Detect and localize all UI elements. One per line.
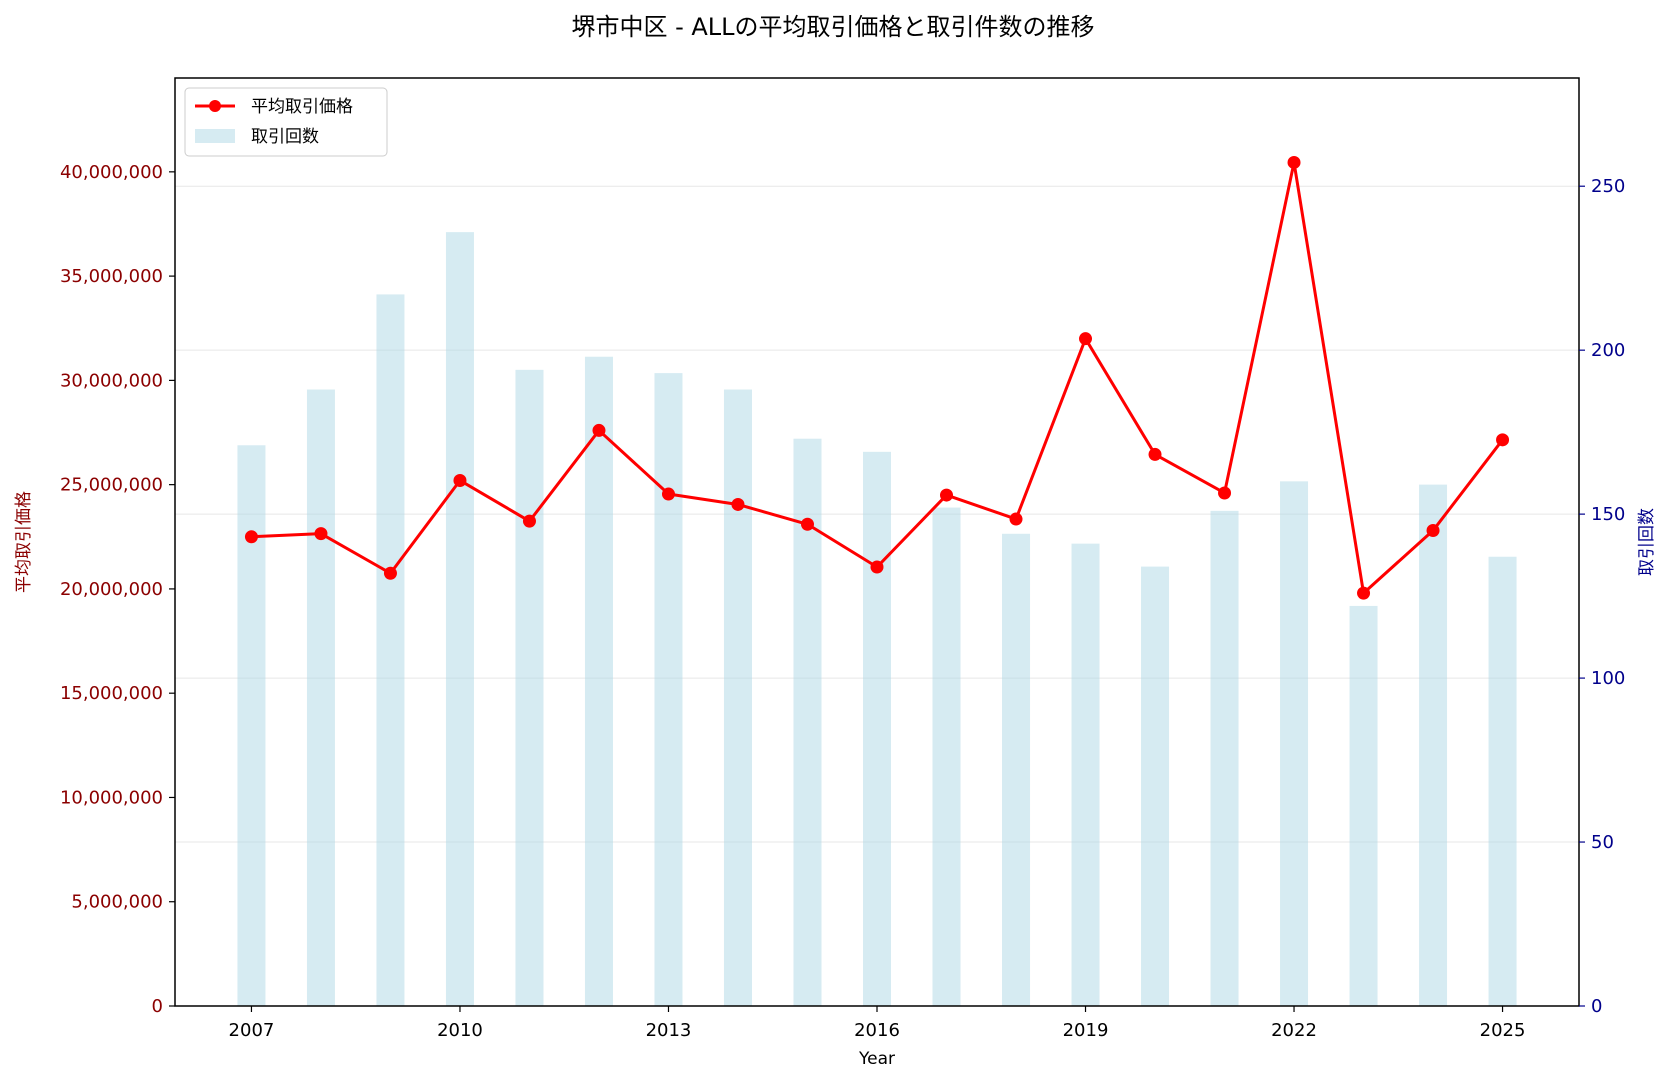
x-tick-label-2025: 2025 bbox=[1480, 1020, 1526, 1041]
price-point-2016 bbox=[870, 560, 884, 574]
x-tick-label-2007: 2007 bbox=[229, 1020, 275, 1041]
price-point-2018 bbox=[1009, 512, 1023, 526]
bar-2009 bbox=[376, 294, 405, 1006]
legend-frame bbox=[184, 87, 388, 157]
legend-label-count: 取引回数 bbox=[251, 127, 319, 147]
bar-2018 bbox=[1002, 533, 1031, 1006]
y-axis-right-label: 取引回数 bbox=[1637, 508, 1657, 576]
y-right-tick-label-200: 200 bbox=[1591, 340, 1625, 361]
bar-2024 bbox=[1419, 484, 1448, 1006]
price-point-2025 bbox=[1496, 433, 1510, 447]
price-point-2024 bbox=[1426, 524, 1440, 538]
bar-2016 bbox=[863, 451, 891, 1006]
price-point-2020 bbox=[1148, 447, 1162, 461]
x-tick-label-2016: 2016 bbox=[854, 1020, 900, 1041]
y-right-tick-label-0: 0 bbox=[1591, 996, 1602, 1017]
y-axis-left-label: 平均取引価格 bbox=[14, 491, 34, 593]
bar-2011 bbox=[515, 369, 544, 1007]
bar-2008 bbox=[306, 389, 335, 1007]
price-point-2013 bbox=[661, 487, 675, 501]
bar-layer bbox=[237, 232, 1517, 1007]
bar-2021 bbox=[1210, 510, 1239, 1006]
price-point-2023 bbox=[1357, 586, 1371, 600]
y-left-tick-label-10,000,000: 10,000,000 bbox=[60, 787, 163, 808]
axis-layer: 2007 2010 2013 2016 2019 2022 2025 0 5,000,000 10… bbox=[60, 162, 1625, 1041]
price-point-2007 bbox=[244, 530, 258, 544]
price-point-2015 bbox=[800, 517, 814, 531]
legend-label-price: 平均取引価格 bbox=[251, 97, 353, 117]
x-tick-label-2022: 2022 bbox=[1271, 1020, 1317, 1041]
price-point-2014 bbox=[731, 497, 745, 511]
x-axis-label: Year bbox=[858, 1049, 895, 1069]
x-tick-label-2013: 2013 bbox=[646, 1020, 692, 1041]
bar-2014 bbox=[723, 389, 752, 1007]
price-point-2011 bbox=[522, 514, 536, 528]
price-point-2021 bbox=[1218, 486, 1232, 500]
legend-bar-swatch bbox=[195, 129, 235, 143]
price-point-2017 bbox=[940, 488, 954, 502]
bar-2017 bbox=[932, 507, 961, 1006]
y-left-tick-label-30,000,000: 30,000,000 bbox=[60, 370, 163, 391]
x-tick-label-2010: 2010 bbox=[437, 1020, 483, 1041]
price-point-2019 bbox=[1079, 332, 1093, 346]
y-left-tick-label-20,000,000: 20,000,000 bbox=[60, 579, 163, 600]
price-point-2009 bbox=[383, 566, 397, 580]
bar-2012 bbox=[584, 356, 613, 1006]
bar-2015 bbox=[793, 438, 822, 1006]
price-point-2022 bbox=[1287, 155, 1301, 169]
bar-2007 bbox=[237, 445, 266, 1006]
legend-line-marker bbox=[209, 100, 221, 112]
bar-2020 bbox=[1141, 566, 1170, 1006]
chart-title: 堺市中区 - ALLの平均取引価格と取引件数の推移 bbox=[571, 13, 1094, 41]
price-point-2008 bbox=[314, 527, 328, 541]
price-point-2012 bbox=[592, 423, 606, 437]
y-left-tick-label-40,000,000: 40,000,000 bbox=[60, 162, 163, 183]
x-tick-label-2019: 2019 bbox=[1063, 1020, 1109, 1041]
y-right-tick-label-100: 100 bbox=[1591, 668, 1625, 689]
y-left-tick-label-0: 0 bbox=[152, 996, 163, 1017]
bar-2019 bbox=[1071, 543, 1100, 1006]
legend: 平均取引価格 取引回数 bbox=[184, 87, 388, 157]
line-layer bbox=[244, 155, 1510, 600]
price-point-2010 bbox=[453, 473, 467, 487]
y-left-tick-label-15,000,000: 15,000,000 bbox=[60, 683, 163, 704]
bar-2022 bbox=[1280, 481, 1309, 1006]
bar-2013 bbox=[654, 373, 683, 1007]
y-right-tick-label-50: 50 bbox=[1591, 832, 1614, 853]
bar-2025 bbox=[1488, 556, 1517, 1006]
y-right-tick-label-150: 150 bbox=[1591, 504, 1625, 525]
bar-2010 bbox=[445, 232, 474, 1007]
y-left-tick-label-25,000,000: 25,000,000 bbox=[60, 475, 163, 496]
y-left-tick-label-35,000,000: 35,000,000 bbox=[60, 266, 163, 287]
y-right-tick-label-250: 250 bbox=[1591, 176, 1625, 197]
bar-2023 bbox=[1349, 605, 1378, 1006]
y-left-tick-label-5,000,000: 5,000,000 bbox=[71, 892, 163, 913]
